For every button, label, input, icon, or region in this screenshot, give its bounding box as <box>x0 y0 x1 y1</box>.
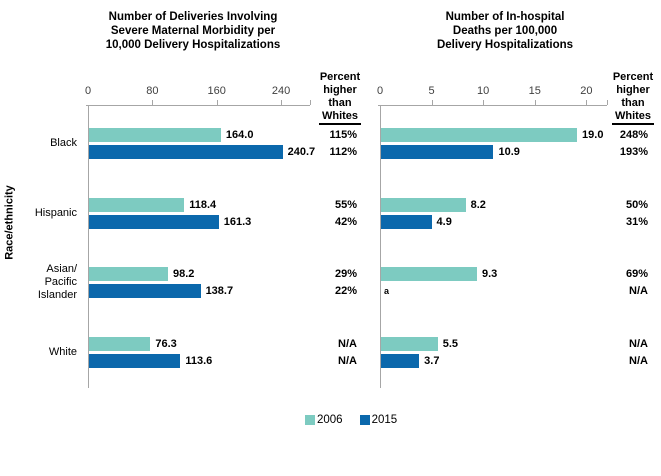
legend-item-2015: 2015 <box>359 414 398 427</box>
percent-higher-2015-white: N/A <box>629 355 648 368</box>
percent-header-whites: Whites <box>611 110 655 125</box>
left-chart-title: Number of Deliveries Involving Severe Ma… <box>105 11 281 51</box>
x-axis-line <box>378 105 607 106</box>
percent-higher-2015-hispanic: 31% <box>625 215 648 228</box>
percent-higher-2006-white: N/A <box>629 338 648 351</box>
percent-higher-2006-black: 115% <box>329 129 357 141</box>
category-label-hispanic: Hispanic <box>34 206 77 219</box>
category-label-asian-pacific-islander: Asian/ Pacific Islander <box>37 263 77 302</box>
value-label-2006-asian-pacific-islander: 98.2 <box>172 268 195 281</box>
percent-higher-2006-white: N/A <box>338 338 357 351</box>
value-label-2015-hispanic: 4.9 <box>436 215 452 228</box>
y-axis-line <box>88 105 89 388</box>
bar-2006-white <box>89 337 151 352</box>
percent-higher-2015-white: N/A <box>338 355 357 368</box>
percent-header-whites: Whites <box>318 110 362 125</box>
percent-higher-2006-hispanic: 55% <box>334 198 357 211</box>
x-axis-tick <box>431 100 433 105</box>
value-label-2006-hispanic: 8.2 <box>470 198 486 211</box>
percent-higher-2006-hispanic: 50% <box>625 198 648 211</box>
value-label-2015-black: 10.9 <box>498 146 520 158</box>
value-label-2015-white: 3.7 <box>424 355 440 368</box>
x-axis-tick <box>586 100 588 105</box>
percent-header-lines: Percent higher than <box>612 71 654 109</box>
percent-higher-2015-hispanic: 42% <box>334 215 357 228</box>
x-axis-tick <box>281 100 283 105</box>
bar-2006-black <box>89 128 221 142</box>
value-label-2006-black: 164.0 <box>225 129 254 141</box>
legend: 2006 2015 <box>305 414 397 427</box>
right-chart-title: Number of In-hospital Deaths per 100,000… <box>436 11 574 51</box>
bar-2015-black <box>381 145 494 159</box>
percent-higher-2015-asian-pacific-islander: N/A <box>629 285 648 298</box>
footnote-marker-2015-asian-pacific-islander: a <box>384 286 390 297</box>
bar-2006-hispanic <box>381 197 466 212</box>
percent-higher-2015-asian-pacific-islander: 22% <box>334 285 357 298</box>
x-axis-end-tick <box>607 100 608 105</box>
bar-2015-white <box>381 354 420 369</box>
value-label-2006-black: 19.0 <box>582 129 604 141</box>
bar-2015-hispanic <box>381 214 432 229</box>
x-axis-tick-label: 240 <box>271 85 291 97</box>
x-axis-tick <box>152 100 154 105</box>
percent-higher-2006-black: 248% <box>619 129 648 141</box>
value-label-2006-white: 76.3 <box>155 338 177 351</box>
x-axis-tick-label: 20 <box>580 85 593 97</box>
value-label-2015-white: 113.6 <box>185 355 213 368</box>
value-label-2006-hispanic: 118.4 <box>189 198 217 211</box>
percent-higher-2015-black: 193% <box>619 146 648 158</box>
x-axis-tick-label: 5 <box>428 85 435 97</box>
bar-2006-black <box>381 128 578 142</box>
x-axis-line <box>86 105 310 106</box>
percent-header-lines: Percent higher than <box>319 71 361 109</box>
value-label-2006-white: 5.5 <box>442 338 459 351</box>
bar-2015-white <box>89 354 181 369</box>
bar-2006-asian-pacific-islander <box>381 267 477 282</box>
y-axis-line <box>380 105 381 388</box>
value-label-2015-black: 240.7 <box>287 146 316 158</box>
category-label-black: Black <box>50 137 77 149</box>
x-axis-tick-label: 10 <box>477 85 490 97</box>
left-percent-column-header: Percent higher than Whites <box>310 71 370 125</box>
right-percent-column-header: Percent higher than Whites <box>603 71 661 125</box>
legend-label-2015: 2015 <box>371 414 398 426</box>
bar-2015-asian-pacific-islander <box>89 284 201 299</box>
bar-2006-asian-pacific-islander <box>89 267 168 282</box>
legend-swatch-2015 <box>359 415 370 425</box>
x-axis-tick <box>216 100 218 105</box>
value-label-2006-asian-pacific-islander: 9.3 <box>481 268 498 281</box>
category-label-white: White <box>48 346 77 359</box>
bar-2006-white <box>381 337 438 352</box>
bar-2006-hispanic <box>89 197 185 212</box>
legend-item-2006: 2006 <box>305 414 343 427</box>
y-axis-label: Race/ethnicity <box>3 185 16 260</box>
bar-2015-black <box>89 145 283 159</box>
percent-higher-2006-asian-pacific-islander: 69% <box>625 268 648 281</box>
x-axis-tick <box>483 100 485 105</box>
x-axis-tick-label: 0 <box>84 85 92 97</box>
legend-label-2006: 2006 <box>317 414 343 426</box>
percent-higher-2006-asian-pacific-islander: 29% <box>334 268 357 281</box>
x-axis-tick-label: 160 <box>207 85 226 97</box>
x-axis-tick-label: 15 <box>528 85 541 97</box>
value-label-2015-hispanic: 161.3 <box>223 215 252 228</box>
x-axis-end-tick <box>310 100 311 105</box>
legend-swatch-2006 <box>305 415 315 425</box>
x-axis-tick-label: 80 <box>146 85 159 97</box>
percent-higher-2015-black: 112% <box>329 146 357 158</box>
value-label-2015-asian-pacific-islander: 138.7 <box>205 285 234 298</box>
x-axis-tick <box>534 100 536 105</box>
bar-2015-hispanic <box>89 214 219 229</box>
x-axis-tick-label: 0 <box>376 85 384 97</box>
